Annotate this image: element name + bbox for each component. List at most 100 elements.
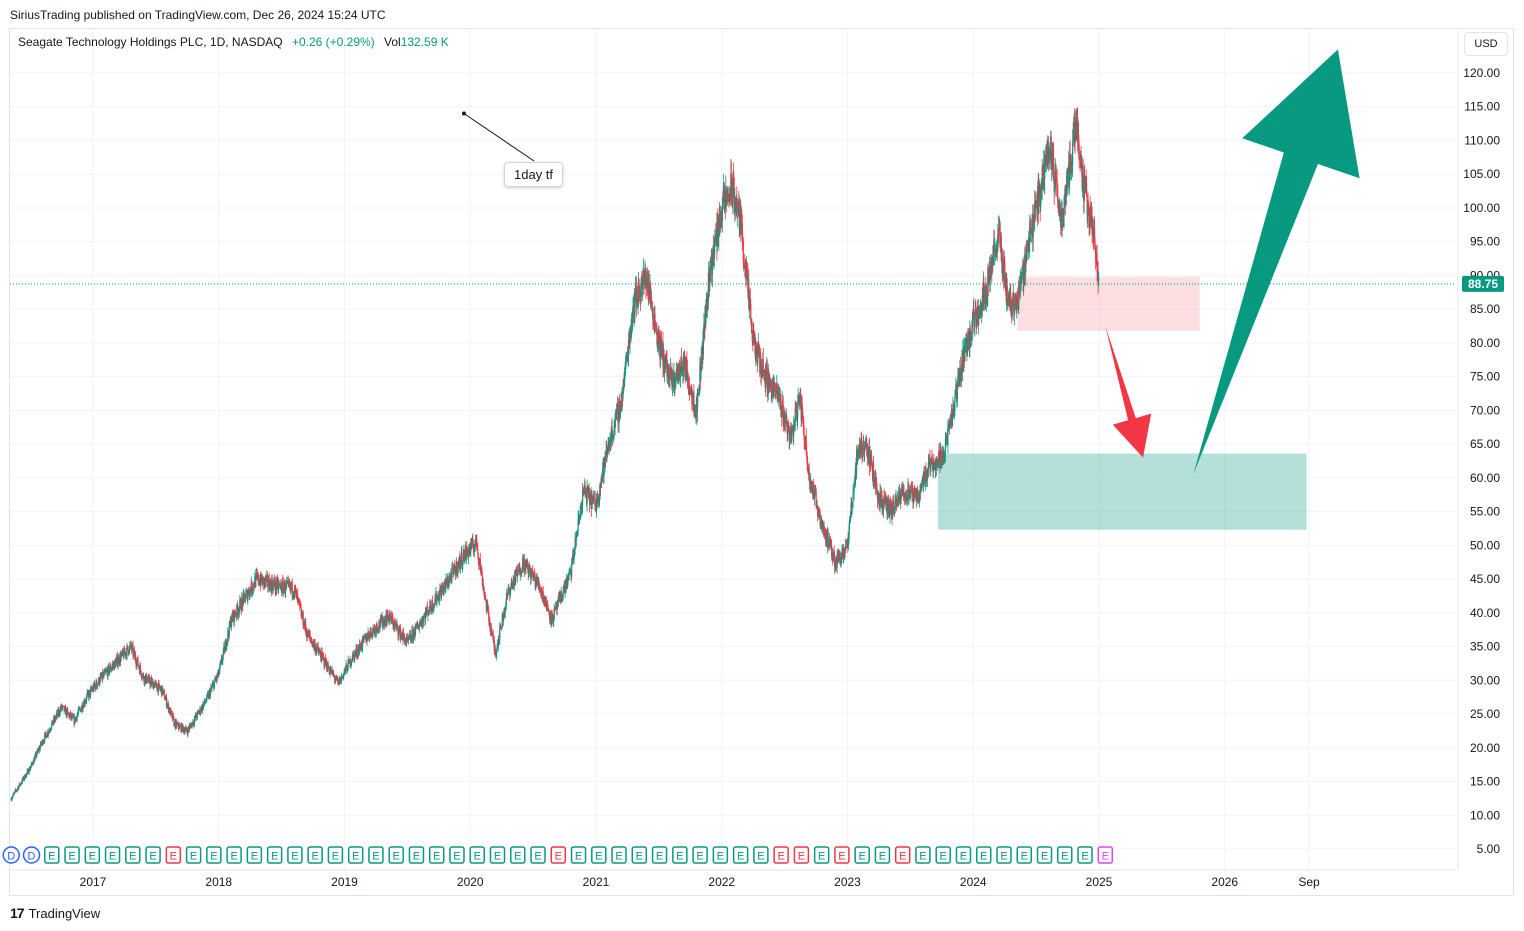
candle-body bbox=[408, 638, 410, 640]
candle bbox=[641, 270, 643, 284]
candle-body bbox=[436, 600, 438, 603]
candle-body bbox=[553, 608, 555, 620]
candle bbox=[627, 332, 630, 366]
candle-body bbox=[510, 588, 512, 590]
candle bbox=[170, 710, 173, 715]
candle-body bbox=[478, 559, 480, 564]
candle-body bbox=[165, 696, 168, 707]
candle bbox=[518, 561, 520, 568]
candle-body bbox=[471, 539, 473, 548]
candle-body bbox=[200, 711, 202, 713]
candle-body bbox=[601, 476, 603, 480]
candle-body bbox=[241, 597, 243, 611]
candle-body bbox=[820, 522, 822, 526]
candle bbox=[318, 648, 320, 657]
candle-body bbox=[573, 550, 575, 560]
candle-body bbox=[225, 646, 227, 649]
candle-body bbox=[32, 764, 34, 765]
candle bbox=[400, 632, 402, 640]
candle bbox=[435, 591, 438, 606]
candle-body bbox=[430, 608, 432, 610]
candle-body bbox=[808, 467, 810, 477]
chart-pane[interactable] bbox=[9, 28, 1514, 896]
candle-body bbox=[558, 598, 560, 599]
candle-body bbox=[137, 658, 139, 666]
candle bbox=[548, 607, 550, 613]
candle bbox=[395, 621, 398, 627]
candle bbox=[192, 718, 194, 729]
candle-body bbox=[286, 582, 288, 584]
candle bbox=[509, 588, 511, 599]
candle bbox=[601, 476, 603, 483]
candle-body bbox=[777, 390, 779, 399]
candle-body bbox=[443, 582, 446, 589]
candle-body bbox=[247, 594, 249, 601]
candle bbox=[132, 640, 134, 660]
candle-body bbox=[351, 654, 354, 662]
candle-body bbox=[786, 416, 788, 427]
candle-body bbox=[217, 674, 219, 678]
candle-body bbox=[620, 401, 622, 412]
candle-body bbox=[228, 622, 230, 636]
candle-body bbox=[539, 587, 541, 589]
candle bbox=[551, 609, 553, 627]
candle-body bbox=[771, 385, 773, 398]
candle-body bbox=[321, 651, 323, 661]
candle-body bbox=[493, 640, 495, 651]
candle-body bbox=[77, 712, 79, 715]
candle bbox=[281, 577, 283, 596]
candle-body bbox=[821, 519, 823, 528]
candle bbox=[109, 662, 112, 673]
candle-body bbox=[818, 512, 820, 515]
candle bbox=[663, 358, 666, 383]
candle bbox=[620, 391, 622, 413]
candle-body bbox=[475, 534, 477, 541]
candle bbox=[778, 386, 780, 403]
candle-body bbox=[205, 702, 207, 703]
candle-body bbox=[714, 237, 716, 242]
candle-body bbox=[717, 216, 719, 230]
candle bbox=[562, 585, 564, 601]
candle bbox=[329, 665, 331, 678]
candle bbox=[686, 359, 689, 389]
candle bbox=[679, 362, 681, 381]
candle-body bbox=[187, 727, 189, 735]
candle-body bbox=[494, 648, 496, 655]
candle bbox=[251, 587, 253, 597]
candle-body bbox=[122, 650, 124, 654]
candle-body bbox=[204, 699, 206, 703]
candle bbox=[557, 595, 559, 608]
candle-body bbox=[792, 426, 794, 429]
candle-body bbox=[186, 730, 188, 732]
candle-body bbox=[702, 336, 704, 355]
candle-body bbox=[300, 607, 302, 616]
candle bbox=[825, 530, 827, 547]
candle bbox=[241, 591, 243, 613]
candle-body bbox=[174, 721, 177, 728]
candle-body bbox=[368, 637, 371, 639]
candle bbox=[257, 572, 259, 587]
candle-body bbox=[30, 764, 32, 767]
candle-body bbox=[323, 656, 325, 658]
candle-body bbox=[797, 404, 799, 418]
candle bbox=[728, 186, 730, 206]
candle-body bbox=[64, 707, 66, 711]
candle-body bbox=[225, 641, 227, 649]
candle-body bbox=[411, 630, 413, 641]
candle-body bbox=[483, 591, 485, 596]
candle-body bbox=[758, 343, 760, 346]
candle bbox=[649, 281, 652, 308]
candle-body bbox=[184, 728, 187, 731]
candle-body bbox=[667, 367, 669, 370]
candle-body bbox=[425, 611, 428, 616]
candle bbox=[659, 335, 662, 369]
candle-body bbox=[586, 487, 588, 504]
candle bbox=[398, 625, 400, 640]
candle-body bbox=[798, 395, 800, 398]
candle-body bbox=[601, 469, 604, 477]
candle bbox=[481, 564, 483, 576]
candle bbox=[195, 712, 197, 718]
candle-body bbox=[833, 551, 835, 558]
candle bbox=[639, 284, 641, 302]
